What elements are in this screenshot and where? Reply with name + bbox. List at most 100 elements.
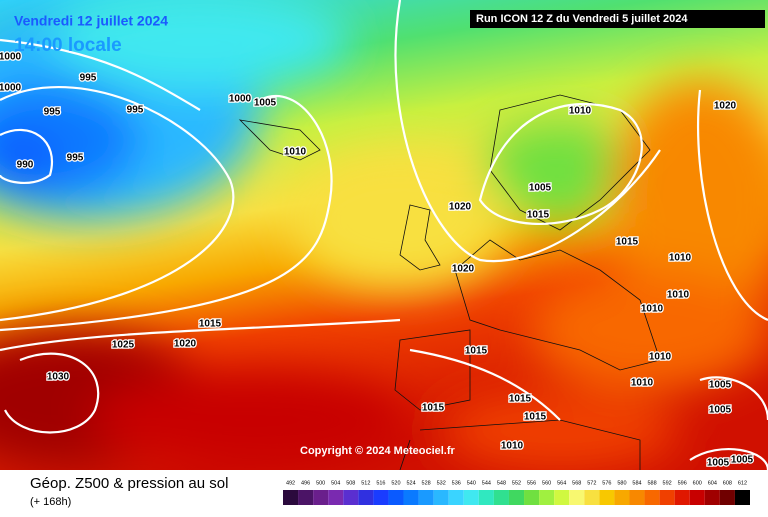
isobar-label: 1015 (616, 237, 639, 248)
isobar-label: 1005 (709, 380, 732, 391)
legend-swatch (418, 490, 434, 505)
copyright: Copyright © 2024 Meteociel.fr (300, 445, 456, 457)
legend-swatch (599, 490, 615, 505)
legend-swatch (659, 490, 675, 505)
isobars (0, 0, 768, 470)
isobar-label: 1020 (452, 264, 475, 275)
footer-lead: (+ 168h) (30, 496, 71, 508)
legend-label: 500 (316, 480, 325, 486)
legend-label: 544 (482, 480, 491, 486)
isobar-label: 1010 (501, 441, 524, 452)
run-info: Run ICON 12 Z du Vendredi 5 juillet 2024 (476, 13, 688, 25)
isobar-label: 1005 (731, 455, 754, 466)
legend-label: 524 (406, 480, 415, 486)
isobar-label: 1020 (714, 101, 737, 112)
legend-swatch (403, 490, 419, 505)
isobar-label: 1010 (284, 147, 307, 158)
legend-label: 584 (632, 480, 641, 486)
legend-swatch (478, 490, 494, 505)
run-box (470, 10, 765, 28)
isobar-label: 995 (67, 153, 84, 164)
valid-time: 14:00 locale (14, 35, 122, 56)
legend-swatch (508, 490, 525, 505)
legend-swatch (388, 490, 404, 505)
legend-swatch (569, 490, 585, 505)
legend-swatch (373, 490, 389, 505)
legend-label: 536 (452, 480, 461, 486)
isobar-label: 995 (80, 73, 97, 84)
legend-swatch (734, 490, 750, 505)
isobar-label: 1020 (174, 339, 197, 350)
legend-swatch (463, 490, 479, 505)
legend-swatch (358, 490, 374, 505)
legend-label: 520 (391, 480, 400, 486)
legend-swatch (629, 490, 645, 505)
legend-swatch (689, 490, 705, 505)
footer-title: Géop. Z500 & pression au sol (30, 475, 228, 492)
legend-label: 612 (738, 480, 747, 486)
isobar-label: 1025 (112, 340, 135, 351)
isobar-label: 995 (127, 105, 144, 116)
isobar-label: 995 (44, 107, 61, 118)
valid-date: Vendredi 12 juillet 2024 (14, 13, 168, 29)
isobar-label: 1010 (569, 106, 592, 117)
legend-swatch (674, 490, 690, 505)
isobar-label: 1015 (422, 403, 445, 414)
isobar-label: 1015 (199, 319, 222, 330)
legend-label: 548 (497, 480, 506, 486)
legend-label: 552 (512, 480, 521, 486)
isobar-label: 1005 (709, 405, 732, 416)
isobar-label: 1015 (465, 346, 488, 357)
legend-label: 580 (617, 480, 626, 486)
legend-label: 528 (422, 480, 431, 486)
legend-label: 508 (346, 480, 355, 486)
legend-swatch (493, 490, 509, 505)
legend-swatch (328, 490, 344, 505)
legend-swatch (644, 490, 660, 505)
isobar-label: 1015 (524, 412, 547, 423)
legend-label: 540 (467, 480, 476, 486)
isobar-label: 1030 (47, 372, 70, 383)
isobar-label: 1010 (641, 304, 664, 315)
isobar-label: 1000 (0, 83, 22, 94)
isobar-label: 990 (17, 160, 34, 171)
isobar-label: 1015 (527, 210, 550, 221)
coastlines (238, 94, 661, 471)
isobar-label: 1010 (631, 378, 654, 389)
isobar-label: 1000 (0, 52, 22, 63)
legend-swatch (554, 490, 570, 505)
legend-label: 568 (572, 480, 581, 486)
legend-label: 492 (286, 480, 295, 486)
legend-label: 608 (723, 480, 732, 486)
legend-label: 564 (557, 480, 566, 486)
legend-label: 512 (361, 480, 370, 486)
legend-swatch (539, 490, 555, 505)
legend-swatch (313, 490, 329, 505)
legend-label: 592 (663, 480, 672, 486)
legend-label: 600 (693, 480, 702, 486)
legend-swatch (298, 490, 314, 505)
isobar-label: 1015 (509, 394, 532, 405)
legend-label: 604 (708, 480, 717, 486)
legend-label: 504 (331, 480, 340, 486)
legend-label: 560 (542, 480, 551, 486)
legend-label: 532 (437, 480, 446, 486)
isobar-label: 1010 (669, 253, 692, 264)
isobar-label: 1020 (449, 202, 472, 213)
legend-label: 596 (678, 480, 687, 486)
legend-label: 588 (647, 480, 656, 486)
legend-swatch (704, 490, 720, 505)
legend-label: 556 (527, 480, 536, 486)
legend-swatch (343, 490, 359, 505)
legend-swatch (448, 490, 464, 505)
field-shading (0, 0, 768, 470)
legend-label: 516 (376, 480, 385, 486)
isobar-label: 1005 (254, 98, 277, 109)
legend-label: 496 (301, 480, 310, 486)
legend-label: 572 (587, 480, 596, 486)
isobar-label: 1010 (667, 290, 690, 301)
isobar-label: 1005 (529, 183, 552, 194)
legend-swatch (719, 490, 735, 505)
isobar-label: 1000 (229, 94, 252, 105)
